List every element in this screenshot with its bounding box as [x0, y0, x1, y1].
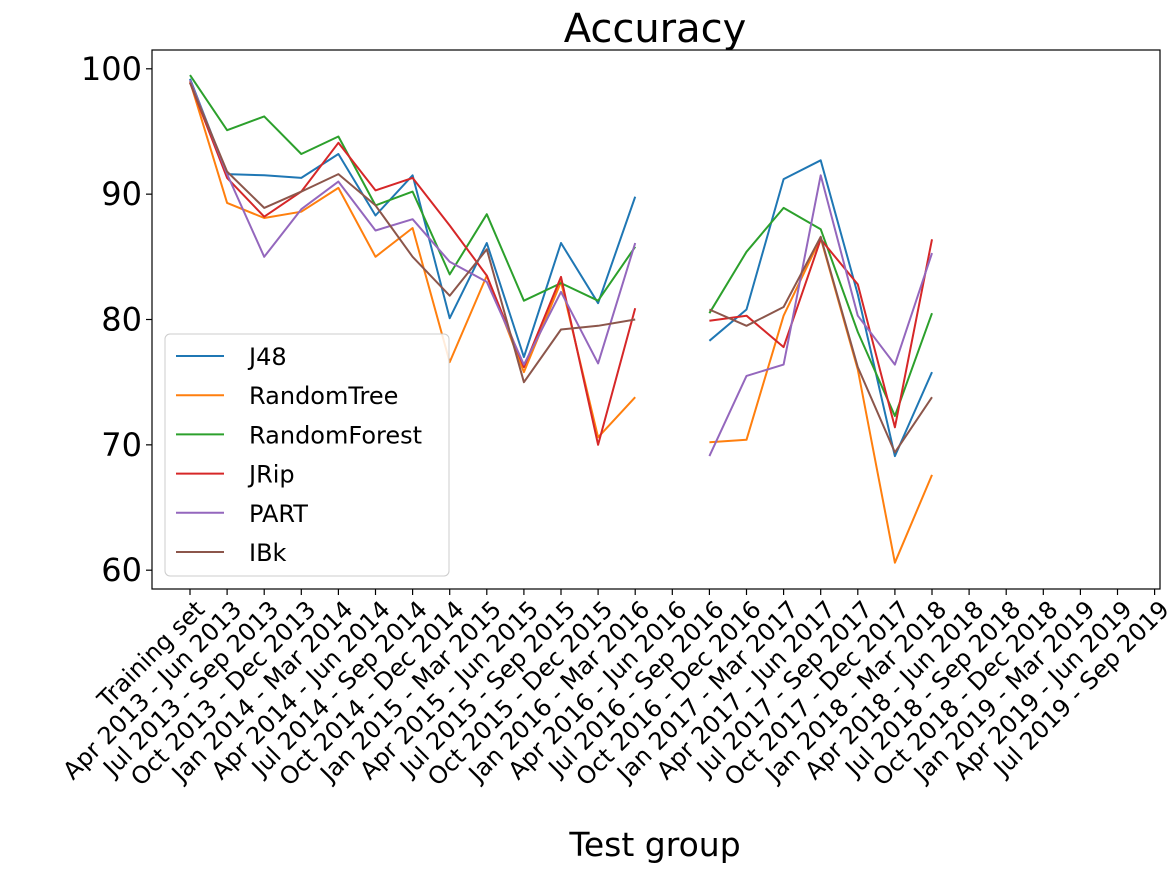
- series-part: [189, 79, 933, 457]
- x-axis-label: Test group: [568, 825, 740, 864]
- legend-item-j48: J48: [176, 343, 287, 371]
- legend-item-ibk: IBk: [176, 539, 287, 567]
- legend-label: RandomForest: [249, 421, 422, 449]
- y-tick-label: 60: [101, 551, 142, 589]
- legend-item-randomtree: RandomTree: [176, 382, 398, 410]
- y-tick-label: 90: [101, 175, 142, 213]
- y-tick-label: 100: [81, 50, 142, 88]
- legend-item-randomforest: RandomForest: [176, 421, 422, 449]
- series-line-j48: [189, 78, 933, 458]
- legend-box: [164, 333, 450, 577]
- legend-label: PART: [249, 500, 308, 528]
- plot-area: [151, 49, 1161, 590]
- legend-label: RandomTree: [249, 382, 398, 410]
- chart-title: Accuracy: [564, 6, 747, 52]
- y-tick-label: 80: [101, 301, 142, 339]
- series-line-randomforest: [189, 74, 933, 417]
- legend-label: JRip: [247, 461, 295, 489]
- series-line-part: [189, 79, 933, 457]
- series-ibk: [189, 82, 933, 454]
- legend-label: J48: [247, 343, 287, 371]
- legend-item-part: PART: [176, 500, 308, 528]
- series-line-ibk: [189, 82, 933, 454]
- series-j48: [189, 78, 933, 458]
- series-randomforest: [189, 74, 933, 417]
- legend: J48 RandomTree RandomForest JRip PART IBk: [164, 333, 450, 577]
- legend-label: IBk: [249, 539, 287, 567]
- legend-item-jrip: JRip: [176, 461, 295, 489]
- y-tick-label: 70: [101, 426, 142, 464]
- y-axis: 60 70 80 90 100: [81, 50, 152, 589]
